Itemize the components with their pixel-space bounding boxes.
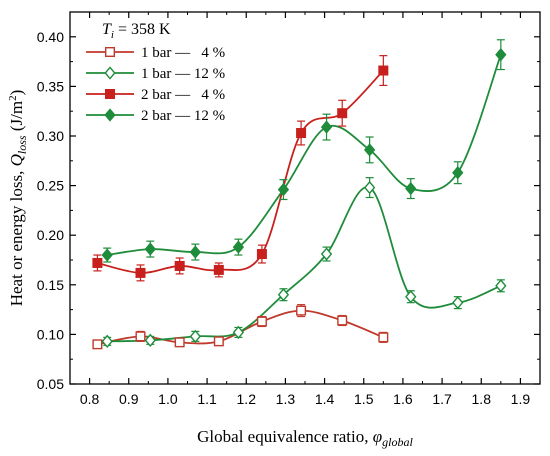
series-3-point	[296, 128, 307, 139]
series-2-point	[144, 333, 156, 348]
x-axis-title: Global equivalence ratio, φglobal	[197, 427, 413, 449]
series-1-point	[213, 336, 224, 347]
legend-label-4: 2 bar — 12 %	[141, 108, 225, 124]
series-4-point	[495, 47, 507, 62]
y-axis-title-unit: (J/m	[7, 101, 26, 135]
x-tick-label: 1.1	[197, 391, 217, 407]
legend-marker-4	[104, 108, 116, 122]
y-tick-label: 0.10	[37, 326, 64, 342]
series-3-point	[213, 264, 224, 275]
legend-label-1: 1 bar — 4 %	[141, 45, 225, 61]
y-axis-title-subscript: loss	[15, 135, 29, 154]
x-tick-label: 0.9	[119, 391, 139, 407]
y-tick-label: 0.30	[37, 128, 64, 144]
y-tick-label: 0.20	[37, 227, 64, 243]
y-axis-title-close: )	[7, 90, 26, 96]
x-axis-title-text: Global equivalence ratio,	[197, 427, 373, 446]
series-1-point	[174, 337, 185, 348]
series-4-point	[405, 181, 417, 196]
series-4-point	[452, 166, 464, 180]
series-4-point	[144, 242, 156, 256]
series-2-point	[363, 180, 376, 195]
ticks-layer: 0.8 0.9 1.0 1.1 1.2 1.3 1.4 1.5 1.6 1.7 1.8 1.9 0.05…	[37, 12, 540, 407]
series-2-point	[452, 295, 464, 310]
series-4-curve	[107, 54, 502, 256]
series-4-point	[101, 248, 113, 262]
series-3-point	[378, 65, 389, 76]
series-2-point	[232, 325, 245, 340]
x-tick-label: 1.0	[158, 391, 178, 407]
series-2-point	[189, 329, 201, 344]
x-tick-label: 1.3	[276, 391, 296, 407]
series-2-point	[277, 288, 290, 302]
annotation-subscript: i	[111, 29, 114, 41]
y-axis-title-symbol: Q	[7, 154, 26, 166]
legend-marker-2	[104, 66, 116, 80]
series-3-point	[174, 260, 185, 271]
y-tick-label: 0.15	[37, 277, 64, 293]
series-4-point	[189, 245, 201, 259]
legend-label-2: 1 bar — 12 %	[141, 66, 225, 82]
x-axis-title-subscript: global	[382, 435, 413, 449]
annotation-symbol: T	[102, 21, 112, 38]
series-3-point	[135, 267, 146, 278]
series-4-point	[320, 120, 333, 134]
y-axis-title: Heat or energy loss, Qloss (J/m2)	[7, 90, 29, 307]
y-tick-label: 0.25	[37, 178, 64, 194]
x-tick-label: 1.7	[432, 391, 452, 407]
series-3-point	[337, 108, 348, 119]
annotation-value: = 358 K	[114, 21, 171, 38]
series-1-point	[256, 316, 267, 327]
x-tick-label: 1.4	[315, 391, 335, 407]
x-tick-label: 1.6	[393, 391, 413, 407]
y-tick-label: 0.35	[37, 78, 64, 94]
x-tick-label: 1.8	[472, 391, 492, 407]
series-4-point	[232, 240, 245, 254]
y-axis-title-text: Heat or energy loss,	[7, 166, 26, 306]
series-4-point	[363, 143, 376, 157]
series-3-point	[92, 257, 103, 268]
y-tick-label: 0.40	[37, 29, 64, 45]
y-axis-title-superscript: 2	[7, 95, 19, 101]
series-1-point	[92, 339, 103, 350]
x-axis-title-symbol: φ	[373, 427, 382, 446]
legend-label-3: 2 bar — 4 %	[141, 87, 225, 103]
series-1-point	[296, 305, 307, 316]
legend-marker-3	[104, 88, 115, 99]
series-1-point	[135, 331, 146, 342]
series-4-point	[277, 182, 290, 197]
series-1-point	[337, 315, 348, 326]
temperature-annotation: Ti = 358 K	[102, 21, 171, 41]
x-tick-label: 1.2	[237, 391, 257, 407]
plot-area	[69, 11, 541, 385]
series-2-point	[495, 279, 507, 293]
series-2-point	[320, 247, 333, 261]
x-tick-label: 1.9	[511, 391, 531, 407]
series-3-curve	[97, 69, 384, 274]
series-1-point	[378, 332, 389, 343]
y-tick-label: 0.05	[37, 376, 64, 392]
markers-layer	[92, 39, 507, 350]
legend: 1 bar — 4 % 1 bar — 12 % 2 bar — 4 % 2 bar …	[86, 45, 225, 124]
series-2-point	[405, 290, 417, 304]
x-tick-label: 1.5	[354, 391, 374, 407]
legend-marker-1	[104, 47, 115, 58]
series-3-point	[256, 249, 267, 260]
x-tick-label: 0.8	[80, 391, 100, 407]
series-2-point	[101, 334, 113, 349]
